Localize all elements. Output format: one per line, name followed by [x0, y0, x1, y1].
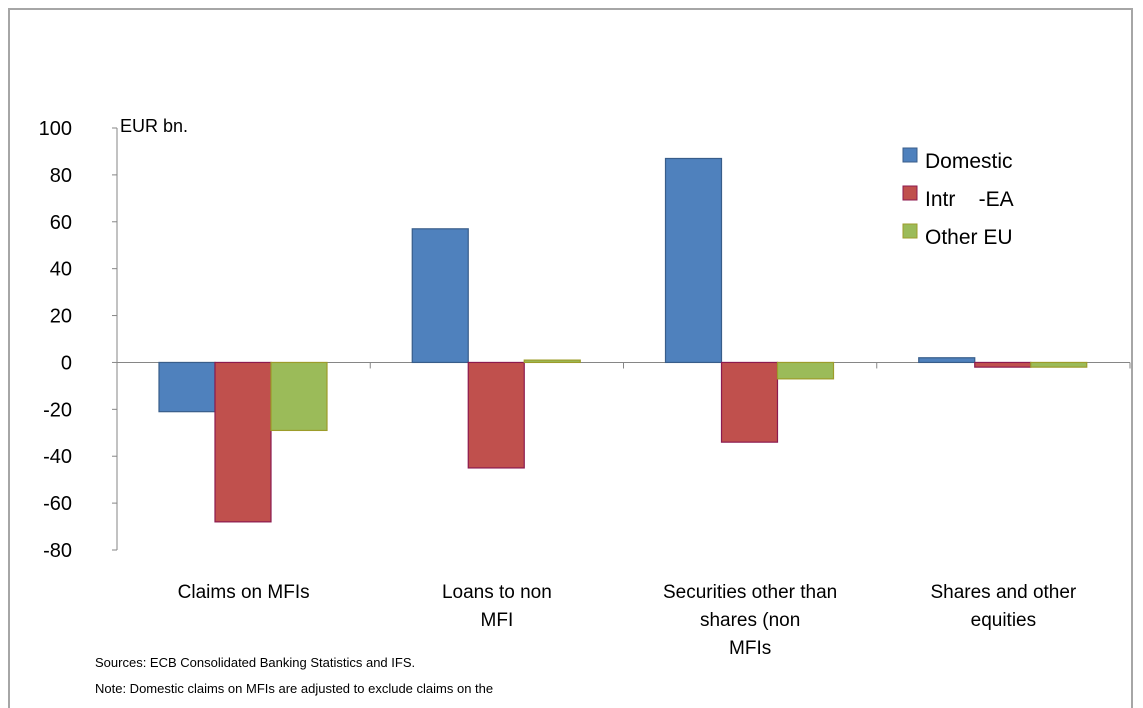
y-tick-label: -20 — [43, 399, 72, 421]
category-label: Claims on MFIs — [178, 582, 310, 603]
bar-other-eu — [1030, 361, 1088, 368]
labels: 100 80 60 40 20 0 -20 -40 -60 -80 EUR bn. Claims on… — [39, 116, 1077, 659]
legend-label: Intr -EA — [925, 188, 1014, 211]
y-tick-label: 100 — [39, 118, 72, 140]
category-label: Securities other than — [663, 582, 837, 603]
y-tick-label: 0 — [61, 352, 72, 374]
legend-label: Domestic — [925, 150, 1013, 173]
y-axis-unit-label: EUR bn. — [120, 116, 188, 136]
sources-note: Sources: ECB Consolidated Banking Statis… — [95, 655, 416, 670]
bar-intr--ea — [974, 361, 1032, 368]
y-tick-label: -40 — [43, 446, 72, 468]
bar-intr--ea — [214, 361, 272, 523]
category-label: Shares and other — [930, 582, 1076, 603]
chart-frame — [8, 8, 1133, 708]
bar-other-eu — [270, 361, 328, 432]
y-tick-label: -80 — [43, 540, 72, 562]
bar-other-eu — [776, 361, 835, 380]
legend-swatch — [902, 223, 918, 239]
bars — [158, 157, 1088, 523]
y-tick-label: 60 — [50, 212, 72, 234]
legend-swatch — [902, 147, 918, 163]
bar-domestic — [158, 361, 216, 413]
legend-label: Other EU — [925, 226, 1013, 249]
y-tick-label: 20 — [50, 306, 72, 328]
category-label: Loans to non — [442, 582, 552, 603]
footnote: Note: Domestic claims on MFIs are adjust… — [95, 681, 494, 696]
bar-intr--ea — [720, 361, 779, 443]
category-label: MFI — [481, 610, 514, 631]
y-tick-label: -60 — [43, 493, 72, 515]
legend: Domestic Intr -EA Other EU — [902, 147, 1014, 249]
bar-other-eu — [523, 359, 581, 364]
category-label: MFIs — [729, 638, 771, 659]
legend-swatch — [902, 185, 918, 201]
y-tick-label: 40 — [50, 259, 72, 281]
bar-domestic — [664, 157, 723, 364]
y-tick-label: 80 — [50, 165, 72, 187]
bar-domestic — [918, 357, 976, 364]
bar-intr--ea — [467, 361, 525, 469]
category-label: shares (non — [700, 610, 800, 631]
category-label: equities — [971, 610, 1037, 631]
bar-domestic — [411, 228, 469, 364]
